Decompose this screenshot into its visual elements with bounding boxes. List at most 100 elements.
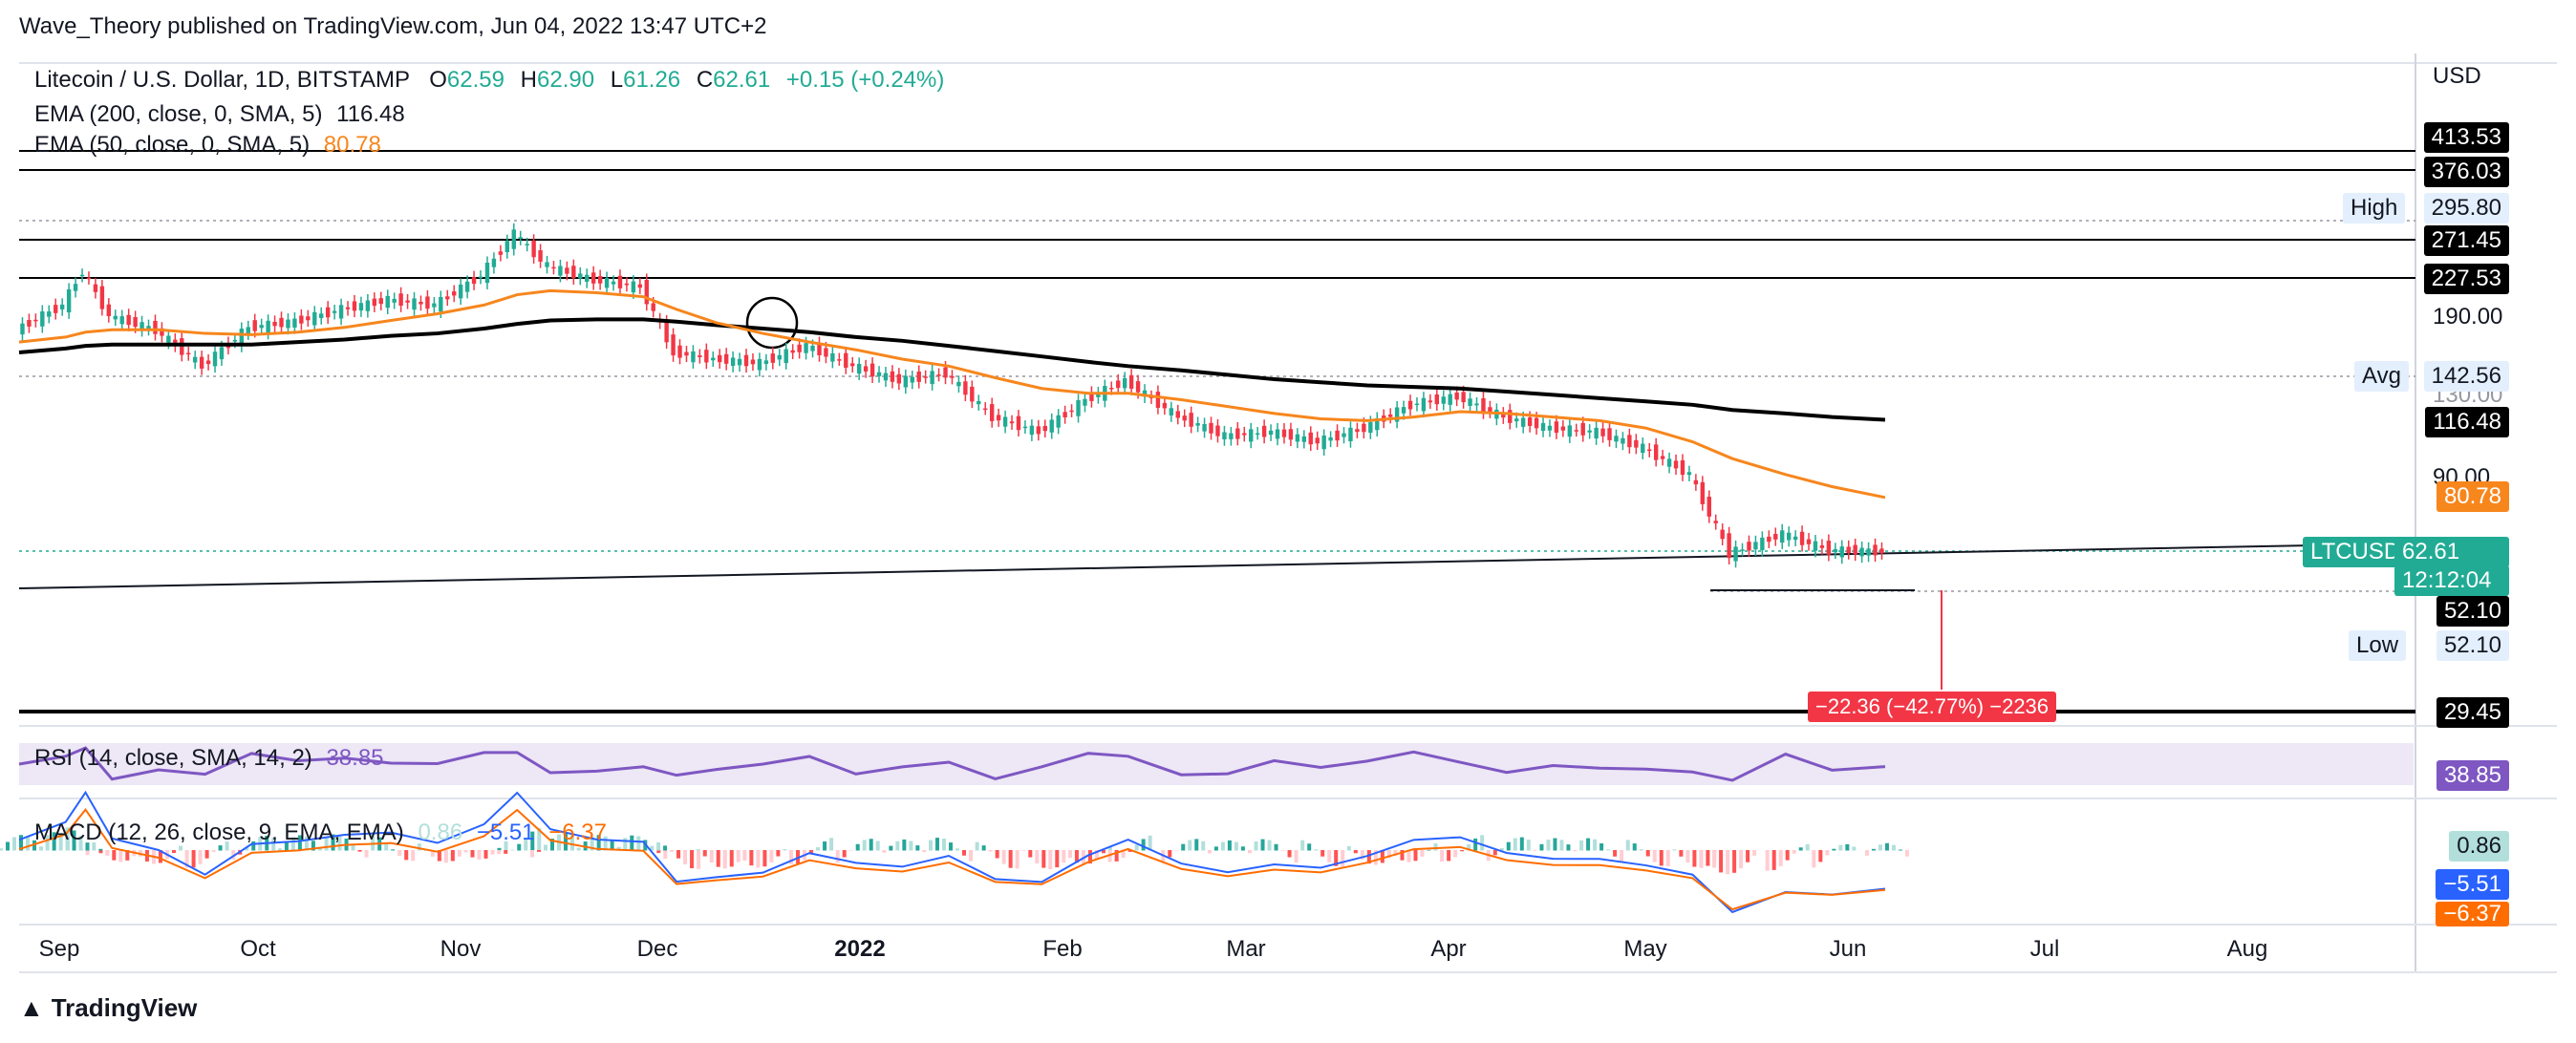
macd-histogram-bar bbox=[1891, 844, 1896, 851]
candle bbox=[47, 305, 52, 324]
candle bbox=[863, 359, 869, 378]
macd-histogram-bar bbox=[630, 835, 634, 851]
macd-histogram-bar bbox=[1864, 850, 1869, 856]
macd-histogram-bar bbox=[105, 850, 110, 856]
candle bbox=[471, 270, 477, 290]
macd-histogram-bar bbox=[284, 841, 289, 851]
candle bbox=[212, 345, 218, 373]
macd-histogram-bar bbox=[1513, 838, 1517, 851]
macd-histogram-bar bbox=[1440, 850, 1445, 862]
macd-histogram-bar bbox=[1467, 843, 1471, 851]
macd-histogram-bar bbox=[1008, 850, 1013, 868]
macd-histogram-bar bbox=[1074, 850, 1079, 863]
label-last: 62.61 bbox=[2394, 537, 2509, 567]
macd-histogram-bar bbox=[862, 840, 867, 851]
candle bbox=[1813, 535, 1818, 558]
macd-histogram-bar bbox=[1699, 850, 1704, 868]
candle bbox=[1288, 422, 1294, 447]
macd-histogram-bar bbox=[1679, 850, 1684, 857]
candle bbox=[1574, 423, 1578, 437]
candle bbox=[1873, 538, 1878, 563]
macd-histogram-bar bbox=[1706, 850, 1710, 866]
macd-histogram-bar bbox=[12, 837, 16, 851]
label-avg: 142.56 bbox=[2423, 361, 2509, 392]
macd-histogram-bar bbox=[1898, 849, 1902, 851]
macd-histogram-bar bbox=[1739, 850, 1744, 869]
macd-histogram-bar bbox=[397, 850, 402, 857]
candle bbox=[59, 298, 65, 316]
macd-histogram-bar bbox=[1307, 843, 1312, 851]
candle bbox=[511, 223, 516, 256]
candle bbox=[1249, 422, 1254, 449]
macd-histogram-bar bbox=[463, 850, 468, 853]
candle bbox=[1321, 429, 1326, 457]
candle bbox=[970, 380, 975, 409]
macd-histogram-bar bbox=[1884, 842, 1889, 851]
candle bbox=[1235, 421, 1240, 446]
candle bbox=[777, 349, 782, 367]
candle bbox=[73, 277, 78, 298]
label-ema50: 80.78 bbox=[2436, 481, 2509, 512]
macd-histogram-bar bbox=[988, 850, 993, 852]
macd-histogram-bar bbox=[1373, 850, 1378, 865]
macd-histogram-bar bbox=[1712, 850, 1717, 868]
candle bbox=[146, 319, 151, 336]
measure-label: −22.36 (−42.77%) −2236 bbox=[1808, 692, 2057, 722]
candle bbox=[784, 342, 788, 370]
candle bbox=[1076, 394, 1081, 423]
macd-histogram-bar bbox=[1792, 850, 1796, 854]
macd-histogram-bar bbox=[915, 845, 920, 851]
macd-histogram-bar bbox=[902, 839, 907, 851]
candle bbox=[1142, 384, 1148, 403]
tradingview-logo[interactable]: ▲ TradingView bbox=[19, 993, 197, 1023]
macd-histogram-bar bbox=[1625, 840, 1630, 851]
label-high: 295.80 bbox=[2423, 193, 2509, 224]
macd-histogram-bar bbox=[1341, 850, 1345, 867]
month-feb: Feb bbox=[1042, 936, 1083, 962]
ema50-legend[interactable]: EMA (50, close, 0, SMA, 5) 80.78 bbox=[34, 132, 381, 159]
macd-histogram-bar bbox=[742, 850, 747, 862]
candle bbox=[272, 315, 277, 333]
macd-histogram-bar bbox=[1141, 839, 1146, 851]
high-value: 62.90 bbox=[537, 67, 595, 93]
macd-histogram-bar bbox=[443, 850, 448, 863]
macd-histogram-bar bbox=[962, 850, 966, 856]
macd-histogram-bar bbox=[32, 840, 36, 851]
macd-histogram-bar bbox=[404, 850, 409, 861]
macd-histogram-bar bbox=[776, 850, 781, 857]
candle bbox=[1394, 400, 1400, 429]
published-header: Wave_Theory published on TradingView.com… bbox=[19, 13, 767, 39]
macd-histogram-bar bbox=[1127, 850, 1132, 852]
candle bbox=[1859, 542, 1864, 564]
macd-histogram-bar bbox=[1672, 849, 1677, 851]
macd-histogram-bar bbox=[1015, 850, 1020, 869]
candle bbox=[352, 294, 357, 318]
rsi-series bbox=[18, 746, 1886, 782]
macd-histogram-bar bbox=[1227, 840, 1232, 851]
macd-line-axis: −5.51 bbox=[2436, 869, 2509, 900]
symbol-legend[interactable]: Litecoin / U.S. Dollar, 1D, BITSTAMP O62… bbox=[34, 67, 944, 94]
low-value: 61.26 bbox=[623, 67, 681, 93]
ema200-legend[interactable]: EMA (200, close, 0, SMA, 5) 116.48 bbox=[34, 101, 405, 128]
candle bbox=[1301, 430, 1307, 449]
candle bbox=[624, 277, 630, 292]
macd-histogram-bar bbox=[889, 845, 893, 851]
macd-signal-value: −6.37 bbox=[548, 820, 607, 845]
macd-histogram-bar bbox=[1519, 837, 1524, 851]
rsi-legend[interactable]: RSI (14, close, SMA, 14, 2) 38.85 bbox=[34, 745, 384, 772]
macd-histogram-bar bbox=[909, 841, 913, 851]
macd-histogram-bar bbox=[922, 850, 927, 853]
candle bbox=[950, 370, 955, 385]
macd-histogram-bar bbox=[1181, 843, 1186, 851]
macd-histogram-bar bbox=[510, 849, 515, 851]
macd-histogram-bar bbox=[1652, 850, 1657, 862]
candle bbox=[1560, 419, 1566, 437]
macd-histogram-bar bbox=[895, 841, 900, 851]
macd-histogram-bar bbox=[1533, 850, 1537, 851]
candle bbox=[1866, 542, 1871, 563]
macd-histogram-bar bbox=[1254, 841, 1258, 851]
macd-legend[interactable]: MACD (12, 26, close, 9, EMA, EMA) 0.86 −… bbox=[34, 820, 607, 846]
candle bbox=[192, 351, 198, 370]
candle bbox=[743, 349, 749, 373]
